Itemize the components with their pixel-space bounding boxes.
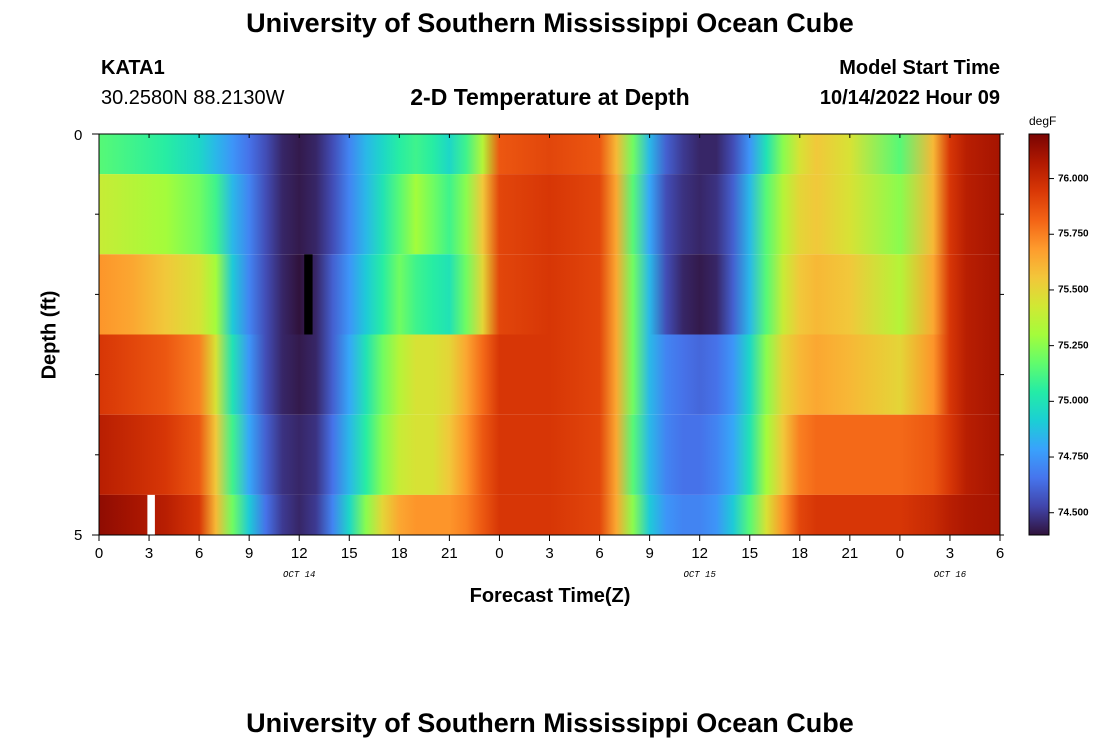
- colorbar-units: degF: [1029, 114, 1057, 128]
- y-tick-label: 5: [74, 527, 83, 544]
- x-tick-label: 0: [895, 545, 905, 562]
- x-tick-label: 6: [995, 545, 1005, 562]
- colorbar-tick-label: 75.250: [1058, 340, 1089, 352]
- depth-layer: [99, 494, 1000, 535]
- x-tick-label: 21: [441, 545, 458, 562]
- colorbar-tick-label: 76.000: [1058, 173, 1089, 185]
- x-tick-label: 3: [144, 545, 154, 562]
- x-tick-label: 12: [691, 545, 708, 562]
- missing-data-marker: [147, 494, 155, 535]
- axis-ticks: [92, 133, 1004, 541]
- colorbar: [1028, 133, 1050, 536]
- x-axis-label: Forecast Time(Z): [469, 585, 631, 607]
- depth-layer: [99, 134, 1000, 175]
- x-tick-label: 6: [595, 545, 604, 562]
- day-label: OCT 14: [283, 570, 316, 580]
- missing-data-markers: [147, 254, 313, 535]
- x-tick-label: 9: [645, 545, 654, 562]
- colorbar-tick-label: 75.000: [1058, 395, 1089, 407]
- colorbar-tick-label: 75.750: [1058, 228, 1089, 240]
- missing-data-marker: [304, 254, 313, 335]
- x-tick-label: 18: [791, 545, 809, 562]
- x-tick-label: 9: [244, 545, 254, 562]
- x-tick-label: 15: [340, 545, 358, 562]
- colorbar-ticks: [1049, 178, 1054, 514]
- x-tick-label: 15: [741, 545, 759, 562]
- model-start-value: 10/14/2022 Hour 09: [819, 87, 1000, 109]
- station-id: KATA1: [101, 57, 165, 79]
- station-location: 30.2580N 88.2130W: [101, 87, 285, 109]
- colorbar-tick-label: 75.500: [1058, 284, 1089, 296]
- x-tick-label: 3: [945, 545, 955, 562]
- page-title: University of Southern Mississippi Ocean…: [246, 8, 854, 38]
- chart-area: [92, 133, 1054, 541]
- depth-layer: [99, 174, 1000, 255]
- x-tick-label: 6: [194, 545, 204, 562]
- x-tick-label: 3: [545, 545, 554, 562]
- colorbar-tick-label: 74.500: [1058, 507, 1089, 519]
- heatmap: [99, 134, 1000, 535]
- chart-subtitle: 2-D Temperature at Depth: [410, 84, 690, 110]
- x-tick-label: 12: [290, 545, 308, 562]
- depth-layer: [99, 334, 1000, 415]
- x-tick-label: 0: [94, 545, 104, 562]
- x-tick-label: 18: [390, 545, 408, 562]
- x-tick-label: 21: [841, 545, 859, 562]
- y-axis-label: Depth (ft): [38, 290, 61, 380]
- depth-layer: [99, 414, 1000, 495]
- footer-title: University of Southern Mississippi Ocean…: [246, 708, 854, 738]
- y-tick-label: 0: [74, 127, 83, 144]
- model-start-label: Model Start Time: [839, 57, 1000, 79]
- colorbar-tick-label: 74.750: [1058, 451, 1089, 463]
- depth-layer: [99, 254, 1000, 335]
- x-tick-label: 0: [495, 545, 504, 562]
- day-label: OCT 16: [933, 570, 967, 580]
- day-label: OCT 15: [683, 570, 716, 580]
